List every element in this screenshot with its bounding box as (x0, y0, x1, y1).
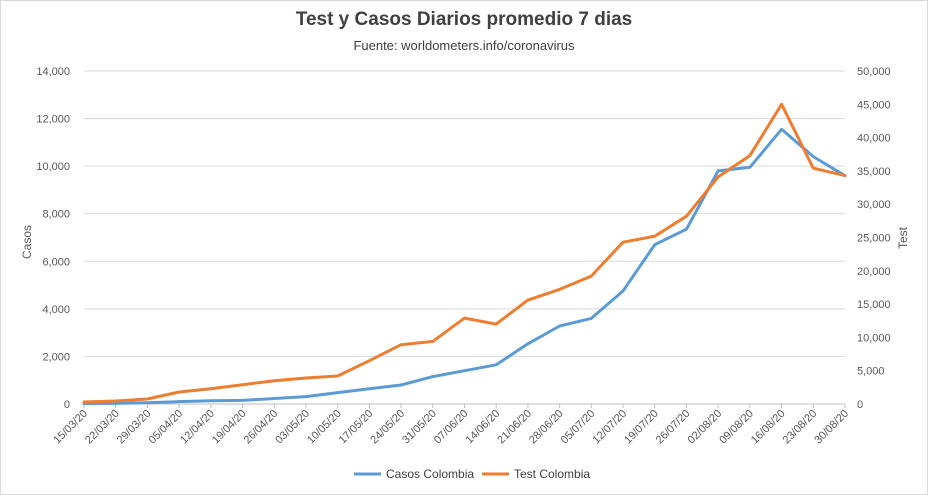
series-lines (82, 102, 847, 405)
left-y-tick-label: 4,000 (42, 304, 70, 316)
x-tick-label: 19/07/20 (622, 408, 661, 447)
x-tick-label: 12/07/20 (590, 408, 629, 447)
x-tick-label: 26/04/20 (242, 408, 281, 447)
left-y-axis-ticks: 0 2,000 4,000 6,000 8,000 10,000 12,000 14,000 (36, 66, 70, 411)
x-tick-label: 23/08/20 (781, 408, 820, 447)
legend: Casos Colombia Test Colombia (354, 467, 590, 481)
x-tick-label: 05/07/20 (559, 408, 598, 447)
left-y-tick-label: 12,000 (36, 114, 70, 126)
x-tick-label: 29/03/20 (115, 408, 154, 447)
x-axis-ticks: 15/03/2022/03/2029/03/2005/04/2012/04/20… (51, 404, 851, 446)
left-y-tick-label: 10,000 (36, 161, 70, 173)
left-y-tick-label: 0 (64, 399, 70, 411)
x-tick-label: 19/04/20 (210, 408, 249, 447)
chart-title: Test y Casos Diarios promedio 7 dias (295, 9, 633, 30)
left-y-axis-label: Casos (20, 225, 34, 259)
right-y-tick-label: 15,000 (857, 299, 891, 311)
left-y-tick-label: 6,000 (42, 256, 70, 268)
series-line-test (82, 102, 847, 404)
x-tick-label: 17/05/20 (337, 408, 376, 447)
right-y-tick-label: 5,000 (857, 366, 885, 378)
chart-subtitle: Fuente: worldometers.info/coronavirus (353, 38, 575, 53)
left-y-tick-label: 14,000 (36, 66, 70, 78)
legend-label-casos: Casos Colombia (386, 467, 474, 481)
x-tick-label: 15/03/20 (51, 408, 90, 447)
x-tick-label: 09/08/20 (717, 408, 756, 447)
x-tick-label: 14/06/20 (464, 408, 503, 447)
gridlines (84, 70, 845, 405)
x-tick-label: 30/08/20 (812, 408, 851, 447)
right-y-tick-label: 35,000 (857, 166, 891, 178)
x-tick-label: 03/05/20 (273, 408, 312, 447)
x-tick-label: 28/06/20 (527, 408, 566, 447)
x-tick-label: 31/05/20 (400, 408, 439, 447)
x-tick-label: 26/07/20 (654, 408, 693, 447)
x-tick-label: 10/05/20 (305, 408, 344, 447)
x-tick-label: 21/06/20 (495, 408, 534, 447)
x-tick-label: 07/06/20 (432, 408, 471, 447)
x-tick-label: 24/05/20 (368, 408, 407, 447)
x-tick-label: 16/08/20 (749, 408, 788, 447)
right-y-tick-label: 25,000 (857, 233, 891, 245)
left-y-tick-label: 8,000 (42, 209, 70, 221)
right-y-tick-label: 0 (857, 399, 863, 411)
right-y-tick-label: 10,000 (857, 332, 891, 344)
right-y-axis-label: Test (896, 226, 910, 249)
right-y-tick-label: 20,000 (857, 266, 891, 278)
right-y-tick-label: 50,000 (857, 66, 891, 78)
x-tick-label: 22/03/20 (83, 408, 122, 447)
legend-label-test: Test Colombia (514, 467, 590, 481)
right-y-tick-label: 30,000 (857, 199, 891, 211)
x-tick-label: 12/04/20 (178, 408, 217, 447)
right-y-tick-label: 40,000 (857, 133, 891, 145)
right-y-tick-label: 45,000 (857, 99, 891, 111)
x-tick-label: 05/04/20 (146, 408, 185, 447)
right-y-axis-ticks: 0 5,000 10,000 15,000 20,000 25,000 30,000 35,0… (857, 66, 891, 411)
x-tick-label: 02/08/20 (686, 408, 725, 447)
series-line-casos (82, 127, 847, 405)
left-y-tick-label: 2,000 (42, 351, 70, 363)
